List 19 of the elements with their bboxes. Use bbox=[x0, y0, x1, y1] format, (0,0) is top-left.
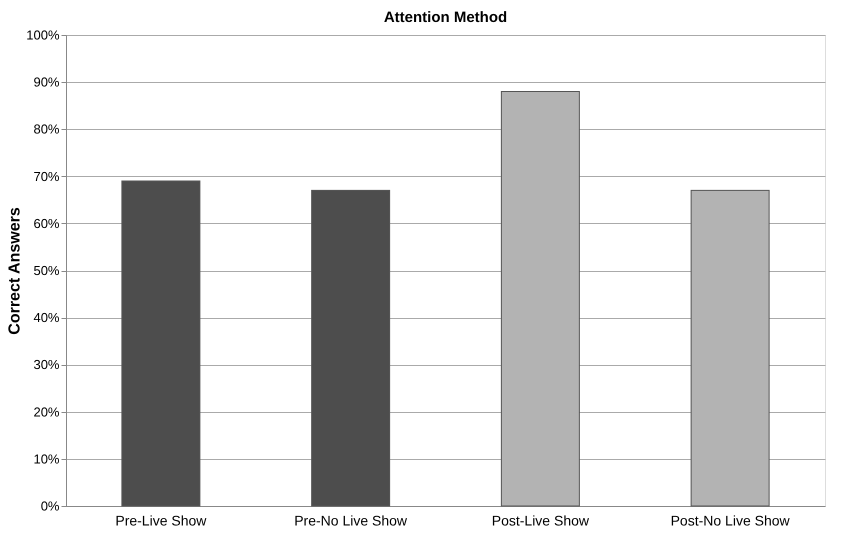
y-tick-label: 100% bbox=[26, 28, 60, 42]
y-tick-label: 20% bbox=[33, 404, 60, 420]
bar bbox=[311, 190, 390, 506]
y-tick-label: 80% bbox=[33, 122, 60, 137]
y-axis-title: Correct Answers bbox=[6, 207, 24, 335]
x-tick-label: Pre-No Live Show bbox=[294, 512, 408, 528]
y-tick-label: 90% bbox=[33, 74, 60, 90]
y-tick-label: 60% bbox=[33, 216, 60, 231]
y-tick-label: 50% bbox=[33, 263, 60, 278]
y-tick-label: 0% bbox=[40, 498, 60, 514]
y-tick-label: 40% bbox=[33, 310, 60, 326]
x-tick-label: Post-Live Show bbox=[492, 512, 590, 528]
y-tick-label: 10% bbox=[33, 451, 60, 466]
x-tick-label: Pre-Live Show bbox=[115, 512, 208, 528]
y-tick-label: 30% bbox=[33, 357, 60, 372]
chart-title: Attention Method bbox=[384, 9, 508, 26]
bar bbox=[121, 180, 200, 506]
y-tick-label: 70% bbox=[33, 168, 60, 184]
x-tick-label: Post-No Live Show bbox=[670, 512, 791, 528]
